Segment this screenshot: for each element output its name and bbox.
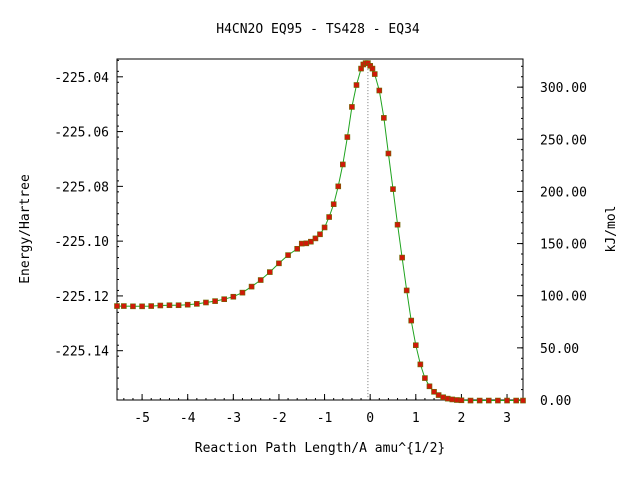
- data-point: [317, 231, 323, 238]
- y-axis-ticks: -225.04 -225.06 -225.08 -225.10 -225.12 -225.…: [54, 59, 123, 401]
- data-point: [194, 301, 200, 307]
- data-point: [417, 361, 424, 368]
- data-point: [148, 303, 155, 309]
- data-point: [412, 342, 419, 349]
- x-tick-label: -3: [225, 411, 241, 426]
- data-point: [449, 396, 456, 403]
- data-point: [285, 252, 291, 258]
- data-point: [308, 238, 314, 245]
- data-point: [212, 298, 218, 304]
- y2-tick-label: 100.00: [540, 290, 587, 305]
- y2-tick-label: 50.00: [540, 342, 579, 357]
- data-point: [121, 303, 127, 309]
- x-tick-label: -5: [134, 411, 150, 426]
- y-tick-label: -225.06: [54, 126, 109, 141]
- x-tick-label: 3: [503, 411, 511, 426]
- plot-border: [116, 58, 524, 401]
- data-point: [454, 397, 460, 403]
- y-tick-label: -225.04: [54, 71, 109, 86]
- x-tick-label: -2: [271, 411, 287, 426]
- data-point: [321, 224, 328, 231]
- data-point: [239, 289, 246, 296]
- data-point: [312, 235, 319, 242]
- data-point: [303, 240, 310, 247]
- data-point: [166, 302, 173, 309]
- data-point: [520, 397, 526, 404]
- data-point: [476, 397, 483, 404]
- data-point: [440, 394, 446, 401]
- data-point: [467, 397, 474, 404]
- data-point: [114, 303, 120, 309]
- data-point: [431, 388, 437, 395]
- data-point: [376, 87, 383, 94]
- data-point: [298, 240, 305, 247]
- data-point: [340, 161, 346, 168]
- data-point: [294, 246, 300, 252]
- data-point: [390, 186, 396, 192]
- data-point: [513, 397, 519, 404]
- data-point: [426, 383, 433, 390]
- y2-axis-label: kJ/mol: [604, 206, 619, 253]
- data-point: [230, 293, 237, 300]
- data-point: [385, 150, 392, 157]
- data-point: [444, 395, 451, 402]
- y-tick-label: -225.14: [54, 345, 109, 360]
- data-point: [349, 104, 355, 110]
- data-point: [495, 397, 501, 404]
- data-point: [276, 260, 282, 267]
- data-point: [458, 397, 465, 404]
- y2-tick-label: 150.00: [540, 238, 587, 253]
- y2-tick-label: 200.00: [540, 185, 587, 200]
- data-point: [485, 397, 492, 404]
- x-axis-ticks: -5 -4 -3 -2 -1 0 1 2 3: [123, 394, 517, 426]
- data-point: [157, 302, 164, 309]
- data-point: [435, 392, 442, 398]
- x-tick-label: 0: [366, 411, 374, 426]
- data-point: [399, 254, 405, 261]
- x-tick-label: -4: [180, 411, 196, 426]
- data-point: [371, 71, 378, 77]
- y2-tick-label: 300.00: [540, 81, 587, 96]
- data-point: [130, 303, 136, 310]
- energy-points: [114, 60, 526, 404]
- data-point: [203, 299, 209, 306]
- data-point: [326, 214, 332, 220]
- data-point: [381, 115, 387, 121]
- data-point: [403, 287, 410, 294]
- y2-tick-label: 0.00: [540, 394, 571, 409]
- y-tick-label: -225.10: [54, 235, 109, 250]
- data-point: [504, 397, 510, 404]
- data-point: [175, 302, 182, 309]
- y-tick-label: -225.12: [54, 290, 109, 305]
- y-tick-label: -225.08: [54, 180, 109, 195]
- data-point: [257, 277, 264, 283]
- data-point: [344, 134, 351, 140]
- x-tick-label: 1: [412, 411, 420, 426]
- y2-tick-label: 250.00: [540, 133, 587, 148]
- data-point: [335, 183, 342, 190]
- data-point: [267, 269, 273, 275]
- data-point: [330, 201, 337, 207]
- data-point: [369, 65, 376, 72]
- y2-axis-ticks: 300.00 250.00 200.00 150.00 100.00 50.00 0.00: [517, 65, 587, 409]
- data-point: [394, 221, 401, 228]
- data-point: [221, 296, 228, 303]
- data-point: [139, 303, 145, 310]
- x-axis-label: Reaction Path Length/A amu^{1/2}: [195, 441, 445, 456]
- data-point: [353, 82, 360, 88]
- data-point: [408, 317, 415, 324]
- data-point: [248, 283, 255, 290]
- chart-title: H4CN2O EQ95 - TS428 - EQ34: [216, 22, 420, 37]
- x-tick-label: -1: [317, 411, 333, 426]
- y-axis-label: Energy/Hartree: [18, 174, 33, 284]
- data-point: [184, 301, 191, 308]
- data-point: [422, 375, 428, 381]
- x-tick-label: 2: [458, 411, 466, 426]
- plot-frame: [116, 58, 524, 401]
